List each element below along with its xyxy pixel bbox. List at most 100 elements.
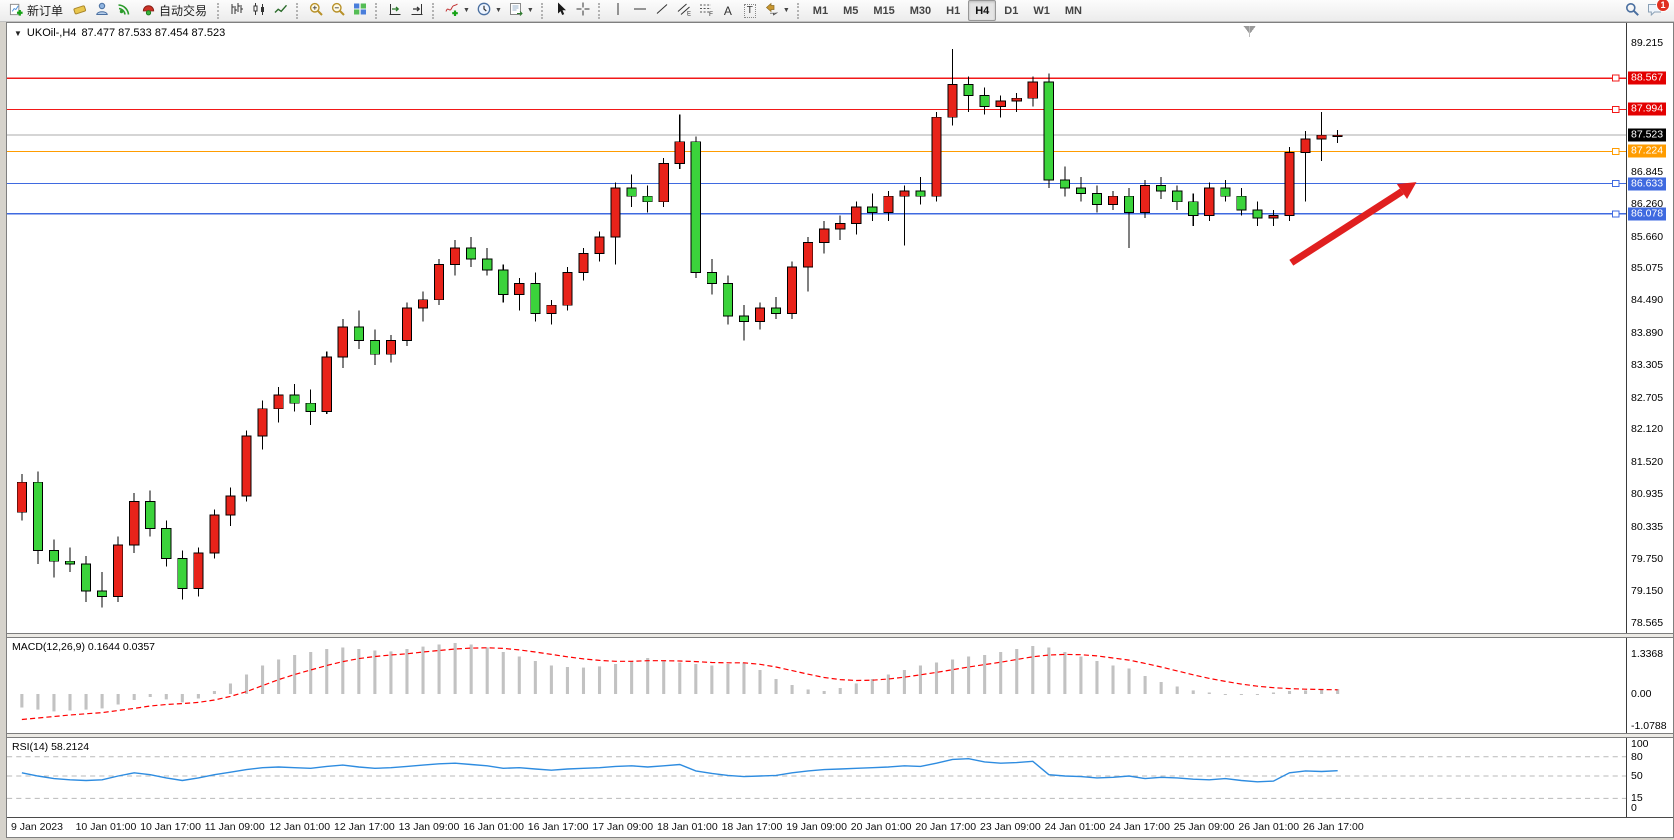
timeframe-button-w1[interactable]: W1 [1033, 4, 1050, 17]
time-axis-label: 18 Jan 17:00 [721, 821, 783, 833]
tile-windows-button[interactable] [349, 1, 371, 21]
price-tick-label: 86.845 [1631, 166, 1664, 179]
chevron-down-icon: ▼ [526, 7, 534, 14]
rsi-pane[interactable]: RSI(14) 58.2124 100 80 50 15 0 [7, 738, 1673, 817]
price-level-label: 88.567 [1628, 71, 1667, 85]
horizontal-line-button[interactable] [629, 1, 651, 21]
new-order-button[interactable]: 新订单 [3, 1, 69, 21]
price-tick-label: 81.520 [1631, 456, 1664, 469]
shapes-icon [764, 1, 780, 20]
line-chart-button[interactable] [270, 1, 292, 21]
zoom-in-button[interactable] [305, 1, 327, 21]
price-tick-label: 79.150 [1631, 585, 1664, 598]
cursor-icon [553, 1, 569, 20]
fibonacci-icon: F [698, 1, 714, 20]
toolbar-grip [375, 2, 380, 19]
macd-scale-label: 1.3368 [1631, 647, 1664, 660]
rsi-plot[interactable] [7, 738, 1627, 817]
shapes-button[interactable]: ▼ [761, 1, 793, 21]
symbol-period-label: UKOil-,H4 [26, 27, 77, 39]
line-chart-icon [273, 1, 289, 20]
timeframe-button-m5[interactable]: M5 [843, 4, 859, 17]
macd-label: MACD(12,26,9) 0.1644 0.0357 [12, 641, 156, 653]
notifications-button[interactable]: 1 [1643, 0, 1670, 21]
trendline-button[interactable] [651, 1, 673, 21]
time-axis-label: 20 Jan 01:00 [850, 821, 912, 833]
vertical-line-icon [610, 1, 626, 20]
rsi-scale-label: 0 [1631, 802, 1637, 814]
time-axis-label: 24 Jan 17:00 [1109, 821, 1170, 833]
price-level-label: 87.994 [1628, 102, 1667, 116]
indicators-icon [444, 1, 460, 20]
timeframe-button-m15[interactable]: M15 [873, 4, 895, 17]
price-axis[interactable]: 89.215 86.845 86.260 85.660 85.075 84.490 83.8… [1626, 23, 1673, 633]
chart-title[interactable]: ▼ UKOil-,H4 87.477 87.533 87.454 87.523 [14, 27, 225, 39]
toolbar: 新订单 自动交易 [0, 0, 1674, 22]
auto-scroll-button[interactable] [384, 1, 406, 21]
chart-collapse-icon[interactable]: ▼ [14, 28, 22, 38]
indicators-button[interactable]: ▼ [441, 1, 473, 21]
vertical-line-button[interactable] [607, 1, 629, 21]
price-plot[interactable] [7, 23, 1627, 633]
price-tick-label: 82.120 [1631, 423, 1664, 436]
macd-axis[interactable]: 1.3368 0.00 -1.0788 [1626, 638, 1673, 733]
price-tick-label: 86.260 [1631, 197, 1664, 210]
candle-chart-button[interactable] [248, 1, 270, 21]
channel-button[interactable]: E [673, 1, 695, 21]
fibonacci-glyph: F [709, 11, 713, 17]
zoom-out-button[interactable] [327, 1, 349, 21]
rsi-axis[interactable]: 100 80 50 15 0 [1626, 738, 1673, 817]
text-tool-button[interactable]: A [717, 1, 739, 21]
time-axis-label: 25 Jan 09:00 [1173, 821, 1235, 833]
timeframe-button-m1[interactable]: M1 [812, 4, 829, 17]
price-tick-label: 85.660 [1631, 230, 1664, 243]
autotrade-button[interactable]: 自动交易 [135, 1, 213, 21]
profile-button[interactable] [91, 1, 113, 21]
time-axis-label: 23 Jan 09:00 [980, 821, 1041, 833]
timeframe-button-h4[interactable]: H4 [968, 0, 997, 21]
toolbar-grip [217, 2, 222, 19]
person-icon [94, 1, 110, 20]
pane-separator[interactable] [7, 633, 1673, 638]
time-axis-label: 19 Jan 09:00 [786, 821, 847, 833]
time-axis[interactable]: 9 Jan 2023 10 Jan 01:00 10 Jan 17:00 11 Jan… [7, 817, 1673, 837]
time-axis-label: 10 Jan 01:00 [75, 821, 137, 833]
time-axis-label: 17 Jan 09:00 [592, 821, 654, 833]
price-level-label: 87.224 [1628, 144, 1667, 158]
cursor-button[interactable] [550, 1, 572, 21]
crosshair-button[interactable] [572, 1, 594, 21]
timeframe-button-h1[interactable]: H1 [946, 4, 961, 17]
chart-shift-button[interactable] [406, 1, 428, 21]
toolbar-grip [540, 2, 546, 19]
periods-button[interactable]: ▼ [473, 1, 505, 21]
zoom-in-icon [308, 1, 324, 20]
toolbar-grip [296, 2, 301, 19]
time-axis-label: 11 Jan 09:00 [204, 821, 265, 833]
rsi-scale-label: 100 [1631, 738, 1649, 750]
templates-button[interactable]: ▼ [505, 1, 537, 21]
macd-plot[interactable] [7, 638, 1627, 733]
timeframe-button-mn[interactable]: MN [1064, 4, 1082, 17]
timeframe-button-m30[interactable]: M30 [909, 4, 932, 17]
label-icon: T [743, 3, 756, 18]
label-tool-button[interactable]: T [739, 1, 761, 21]
price-tick-label: 83.890 [1631, 326, 1664, 339]
arrange-right-icon [409, 1, 425, 20]
price-tick-label: 78.565 [1631, 617, 1664, 630]
pane-separator[interactable] [7, 733, 1673, 738]
toolbar-grip [597, 2, 603, 19]
fibonacci-button[interactable]: F [695, 1, 717, 21]
price-pane[interactable]: ▼ UKOil-,H4 87.477 87.533 87.454 87.523 … [7, 23, 1673, 633]
rsi-label: RSI(14) 58.2124 [12, 741, 90, 753]
price-tick-label: 84.490 [1631, 294, 1664, 307]
search-button[interactable] [1621, 1, 1643, 21]
eraser-button[interactable] [69, 1, 91, 21]
channel-icon: E [676, 1, 692, 20]
macd-pane[interactable]: MACD(12,26,9) 0.1644 0.0357 1.3368 0.00 -1… [7, 638, 1673, 733]
new-order-icon [9, 2, 24, 20]
time-axis-label: 24 Jan 01:00 [1044, 821, 1106, 833]
bar-chart-button[interactable] [226, 1, 248, 21]
signals-button[interactable] [113, 1, 135, 21]
rsi-scale-label: 50 [1631, 770, 1643, 782]
timeframe-button-d1[interactable]: D1 [1004, 4, 1019, 17]
